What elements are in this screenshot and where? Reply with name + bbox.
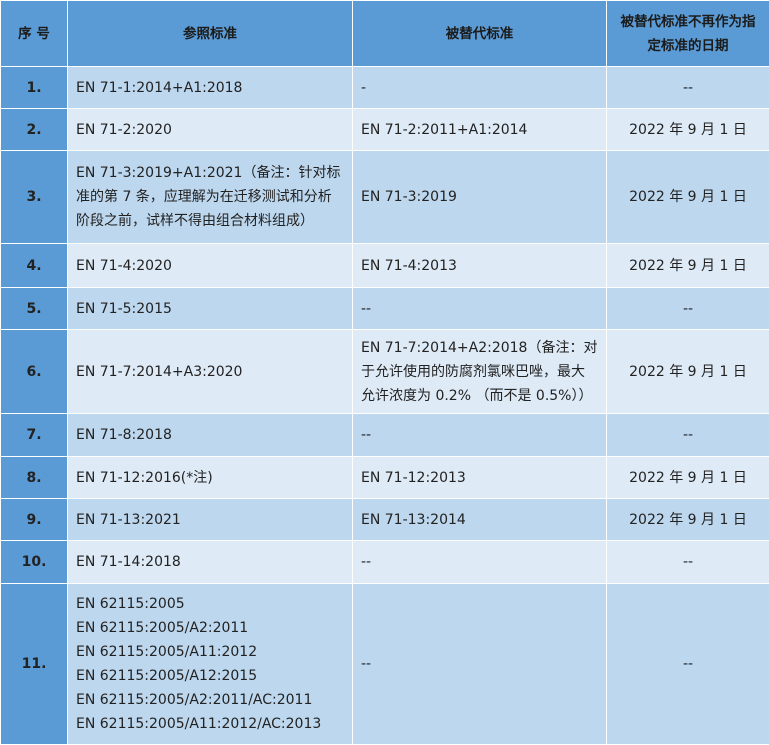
cell: 2022 年 9 月 1 日	[607, 457, 769, 499]
row-number: 3.	[1, 151, 68, 244]
cell-line: EN 62115:2005/A11:2012/AC:2013	[76, 712, 344, 736]
cell: --	[353, 414, 607, 457]
cell-line: EN 62115:2005/A12:2015	[76, 664, 344, 688]
cell: EN 71-2:2011+A1:2014	[353, 109, 607, 151]
table-row: 5.EN 71-5:2015----	[1, 288, 769, 330]
cell: --	[607, 541, 769, 584]
cell-line: EN 62115:2005/A11:2012	[76, 640, 344, 664]
cell: --	[353, 541, 607, 584]
row-number: 7.	[1, 414, 68, 457]
cell: 2022 年 9 月 1 日	[607, 109, 769, 151]
header-row: 序 号参照标准被替代标准被替代标准不再作为指定标准的日期	[1, 1, 769, 67]
table-row: 10.EN 71-14:2018----	[1, 541, 769, 584]
cell: --	[607, 414, 769, 457]
cell: --	[353, 288, 607, 330]
cell: EN 71-4:2013	[353, 244, 607, 288]
row-number: 4.	[1, 244, 68, 288]
cell-line: EN 62115:2005	[76, 592, 344, 616]
row-number: 6.	[1, 330, 68, 414]
cell: EN 71-5:2015	[68, 288, 353, 330]
cell: EN 71-3:2019+A1:2021（备注：针对标准的第 7 条，应理解为在…	[68, 151, 353, 244]
cell: EN 71-13:2014	[353, 499, 607, 541]
cell: 2022 年 9 月 1 日	[607, 330, 769, 414]
cell: EN 71-7:2014+A2:2018（备注：对于允许使用的防腐剂氯咪巴唑，最…	[353, 330, 607, 414]
row-number: 2.	[1, 109, 68, 151]
table-row: 7.EN 71-8:2018----	[1, 414, 769, 457]
table-row: 1.EN 71-1:2014+A1:2018---	[1, 67, 769, 109]
cell: EN 71-4:2020	[68, 244, 353, 288]
header-cell: 序 号	[1, 1, 68, 67]
cell: --	[607, 288, 769, 330]
cell: EN 71-14:2018	[68, 541, 353, 584]
row-number: 1.	[1, 67, 68, 109]
cell: -	[353, 67, 607, 109]
cell: EN 71-12:2016(*注)	[68, 457, 353, 499]
cell-line: EN 62115:2005/A2:2011/AC:2011	[76, 688, 344, 712]
cell: 2022 年 9 月 1 日	[607, 244, 769, 288]
cell: --	[353, 584, 607, 745]
table-row: 3.EN 71-3:2019+A1:2021（备注：针对标准的第 7 条，应理解…	[1, 151, 769, 244]
header-cell: 被替代标准	[353, 1, 607, 67]
row-number: 8.	[1, 457, 68, 499]
cell: --	[607, 584, 769, 745]
cell: 2022 年 9 月 1 日	[607, 151, 769, 244]
row-number: 5.	[1, 288, 68, 330]
cell-line: EN 62115:2005/A2:2011	[76, 616, 344, 640]
cell: EN 71-7:2014+A3:2020	[68, 330, 353, 414]
cell: EN 71-12:2013	[353, 457, 607, 499]
row-number: 9.	[1, 499, 68, 541]
cell: EN 71-3:2019	[353, 151, 607, 244]
cell: EN 71-2:2020	[68, 109, 353, 151]
cell: 2022 年 9 月 1 日	[607, 499, 769, 541]
row-number: 10.	[1, 541, 68, 584]
header-cell: 被替代标准不再作为指定标准的日期	[607, 1, 769, 67]
row-number: 11.	[1, 584, 68, 745]
cell: EN 71-13:2021	[68, 499, 353, 541]
cell: EN 71-1:2014+A1:2018	[68, 67, 353, 109]
header-cell: 参照标准	[68, 1, 353, 67]
cell: --	[607, 67, 769, 109]
cell: EN 71-8:2018	[68, 414, 353, 457]
